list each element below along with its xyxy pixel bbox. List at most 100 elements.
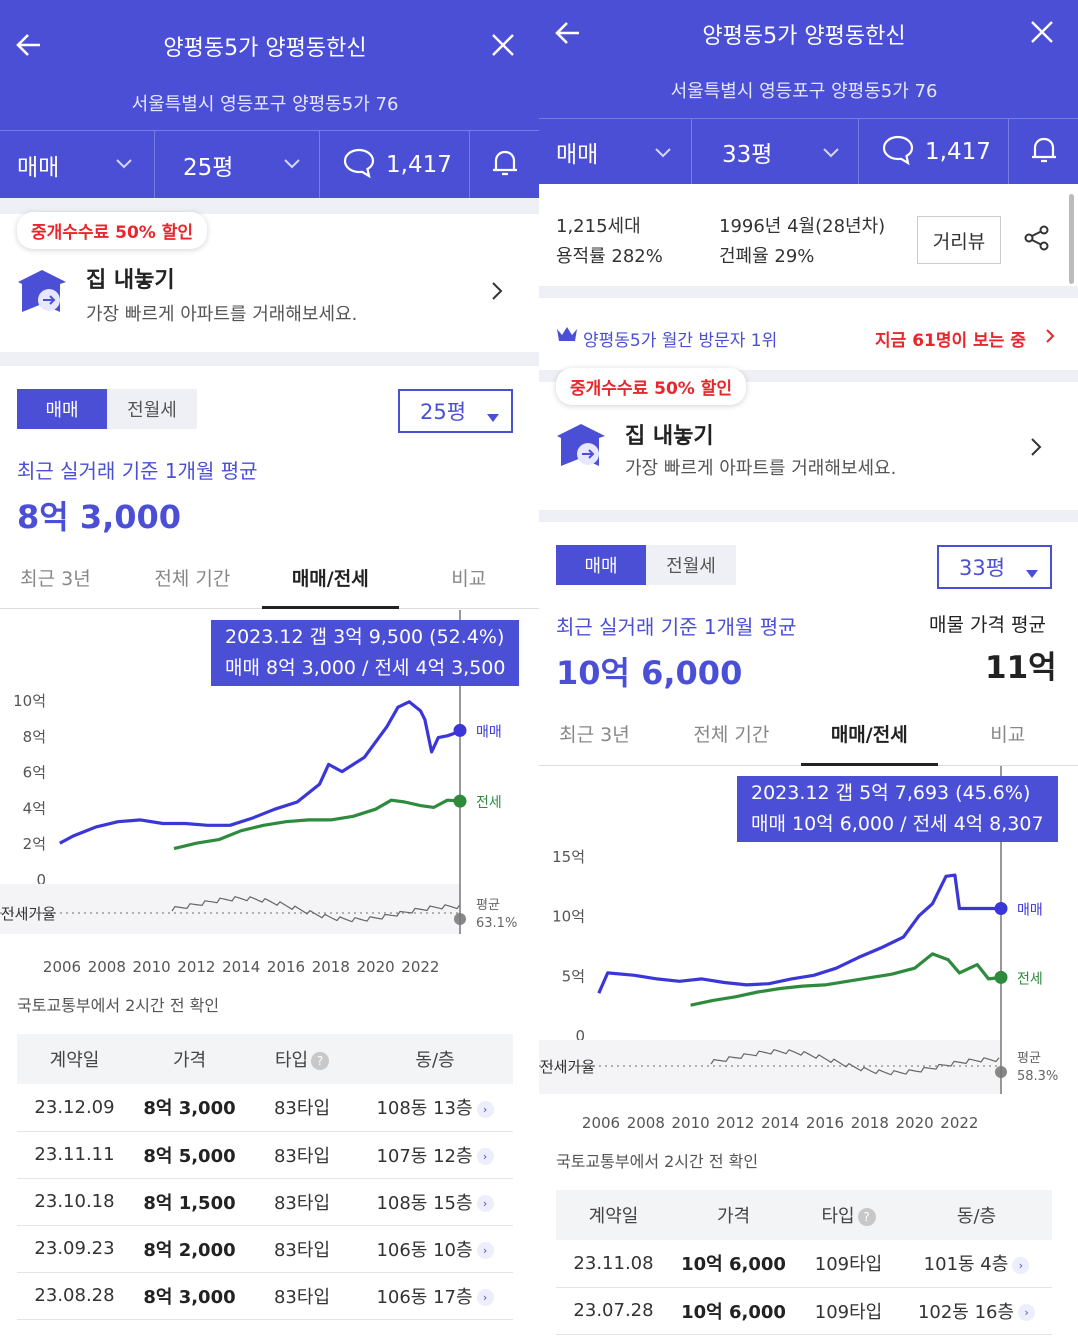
table-row[interactable]: 23.07.28 10억 6,000 109타입 102동 16층 ›	[556, 1287, 1052, 1335]
chevron-right-icon[interactable]: ›	[1018, 1304, 1036, 1321]
filter-bar: 매매 25평 1,417	[0, 130, 539, 198]
segment-sale[interactable]: 매매	[17, 389, 107, 429]
crown-icon	[556, 326, 578, 348]
right-panel: 양평동5가 양평동한신 서울특별시 영등포구 양평동5가 76 매매 33평 1…	[539, 0, 1078, 1342]
tab-recent-3y[interactable]: 최근 3년	[20, 568, 91, 590]
size-label: 25평	[183, 154, 234, 181]
chevron-right-icon	[1045, 328, 1055, 348]
back-arrow-icon[interactable]	[14, 30, 44, 60]
row-type: 109타입	[796, 1240, 901, 1288]
table-row[interactable]: 23.09.23 8억 2,000 83타입 106동 10층 ›	[17, 1225, 513, 1273]
chevron-right-icon[interactable]: ›	[476, 1242, 494, 1259]
comments-button[interactable]: 1,417	[859, 119, 1009, 184]
rank-bar[interactable]: 양평동5가 월간 방문자 1위 지금 61명이 보는 중	[539, 298, 1078, 368]
sale-series-label: 매매	[476, 724, 502, 740]
avg-note: 최근 실거래 기준 1개월 평균	[556, 615, 797, 639]
x-tick-label: 2014	[222, 958, 260, 976]
row-price: 8억 3,000	[132, 1272, 247, 1320]
rank-text: 양평동5가 월간 방문자 1위	[583, 331, 778, 351]
divider	[539, 510, 1078, 522]
size-label: 33평	[722, 141, 773, 168]
size-dropdown[interactable]: 33평	[692, 119, 859, 184]
col-type-label: 타입	[821, 1206, 855, 1227]
tab-sale-jeonse[interactable]: 매매/전세	[801, 702, 938, 766]
row-price: 10억 6,000	[671, 1287, 796, 1335]
chevron-right-icon[interactable]: ›	[476, 1195, 494, 1212]
chevron-right-icon[interactable]: ›	[476, 1148, 494, 1165]
row-date: 23.12.09	[17, 1084, 132, 1132]
ratio-label: 전세가율	[540, 1058, 595, 1076]
chevron-down-icon	[654, 144, 672, 163]
size-select-value: 25평	[420, 400, 467, 424]
tab-all-period[interactable]: 전체 기간	[154, 568, 231, 590]
y-tick-label: 10억	[552, 908, 585, 926]
help-icon[interactable]: ?	[311, 1052, 330, 1070]
close-icon[interactable]	[1029, 19, 1055, 45]
col-type-label: 타입	[274, 1050, 309, 1071]
segment-rent[interactable]: 전월세	[107, 389, 197, 429]
complex-info: 1,215세대 용적률 282% 1996년 4월(28년차) 건폐율 29% …	[539, 184, 1078, 296]
size-select[interactable]: 33평	[937, 545, 1052, 589]
chat-bubble-icon	[881, 134, 915, 170]
x-tick-label: 2014	[761, 1114, 799, 1132]
x-tick-label: 2010	[133, 958, 171, 976]
tab-recent-3y[interactable]: 최근 3년	[559, 724, 630, 746]
comment-count: 1,417	[386, 151, 452, 178]
close-icon[interactable]	[490, 32, 516, 58]
row-floor-label: 101동 4층	[923, 1254, 1009, 1276]
ratio-band	[539, 1040, 1001, 1094]
table-row[interactable]: 23.08.28 8억 3,000 83타입 106동 17층 ›	[17, 1272, 513, 1320]
bell-icon	[1029, 134, 1059, 170]
street-view-button[interactable]: 거리뷰	[917, 216, 1001, 264]
x-tick-label: 2008	[88, 958, 126, 976]
row-floor: 108동 15층 ›	[357, 1178, 513, 1226]
row-date: 23.08.28	[17, 1272, 132, 1320]
size-select[interactable]: 25평	[398, 389, 513, 433]
y-tick-label: 0	[36, 871, 46, 889]
header: 양평동5가 양평동한신 서울특별시 영등포구 양평동5가 76	[0, 0, 539, 130]
caret-down-icon	[1025, 560, 1039, 584]
y-tick-label: 5억	[562, 967, 585, 985]
chevron-right-icon	[1029, 436, 1043, 462]
alert-button[interactable]	[470, 131, 539, 198]
back-arrow-icon[interactable]	[553, 18, 583, 48]
row-date: 23.11.11	[17, 1131, 132, 1179]
listing-price: 11억	[985, 650, 1057, 686]
deal-type-dropdown[interactable]: 매매	[0, 131, 155, 198]
tab-compare[interactable]: 비교	[990, 724, 1026, 746]
tab-compare[interactable]: 비교	[451, 568, 487, 590]
tooltip-gap: 2023.12 갭 5억 7,693 (45.6%)	[751, 782, 1031, 804]
scrollbar[interactable]	[1069, 194, 1074, 284]
table-row[interactable]: 23.11.08 10억 6,000 109타입 101동 4층 ›	[556, 1240, 1052, 1288]
table-row[interactable]: 23.12.09 8억 3,000 83타입 108동 13층 ›	[17, 1084, 513, 1132]
chart-tooltip: 2023.12 갭 3억 9,500 (52.4%) 매매 8억 3,000 /…	[211, 620, 520, 686]
row-type: 109타입	[796, 1287, 901, 1335]
help-icon[interactable]: ?	[857, 1208, 876, 1226]
chart-tooltip: 2023.12 갭 5억 7,693 (45.6%) 매매 10억 6,000 …	[737, 776, 1058, 842]
deal-segment: 매매 전월세	[556, 545, 736, 585]
share-icon[interactable]	[1023, 224, 1051, 256]
tab-all-period[interactable]: 전체 기간	[693, 724, 770, 746]
chevron-right-icon[interactable]: ›	[1012, 1256, 1030, 1274]
segment-rent[interactable]: 전월세	[646, 545, 736, 585]
viewers-text: 지금 61명이 보는 중	[875, 331, 1026, 351]
row-floor: 108동 13층 ›	[357, 1084, 513, 1132]
row-floor-label: 106동 17층	[376, 1286, 473, 1308]
size-dropdown[interactable]: 25평	[155, 131, 320, 198]
segment-sale[interactable]: 매매	[556, 545, 646, 585]
transaction-table: 계약일 가격 타입? 동/층 23.12.09 8억 3,000 83타입 108동 …	[17, 1034, 513, 1320]
table-row[interactable]: 23.10.18 8억 1,500 83타입 108동 15층 ›	[17, 1178, 513, 1226]
table-row[interactable]: 23.11.11 8억 5,000 83타입 107동 12층 ›	[17, 1131, 513, 1179]
chevron-right-icon[interactable]: ›	[476, 1289, 494, 1306]
list-house-card[interactable]: 중개수수료 50% 할인 집 내놓기 가장 빠르게 아파트를 거래해보세요.	[0, 212, 539, 352]
alert-button[interactable]	[1009, 119, 1078, 184]
col-price: 가격	[671, 1190, 796, 1240]
comments-button[interactable]: 1,417	[320, 131, 470, 198]
chevron-right-icon[interactable]: ›	[476, 1100, 494, 1118]
list-house-card[interactable]: 중개수수료 50% 할인 집 내놓기 가장 빠르게 아파트를 거래해보세요.	[539, 368, 1078, 510]
promo-desc: 가장 빠르게 아파트를 거래해보세요.	[86, 304, 358, 325]
tab-sale-jeonse[interactable]: 매매/전세	[262, 547, 399, 609]
deal-type-dropdown[interactable]: 매매	[539, 119, 692, 184]
row-floor-label: 108동 15층	[376, 1192, 473, 1214]
x-tick-label: 2022	[401, 958, 439, 976]
